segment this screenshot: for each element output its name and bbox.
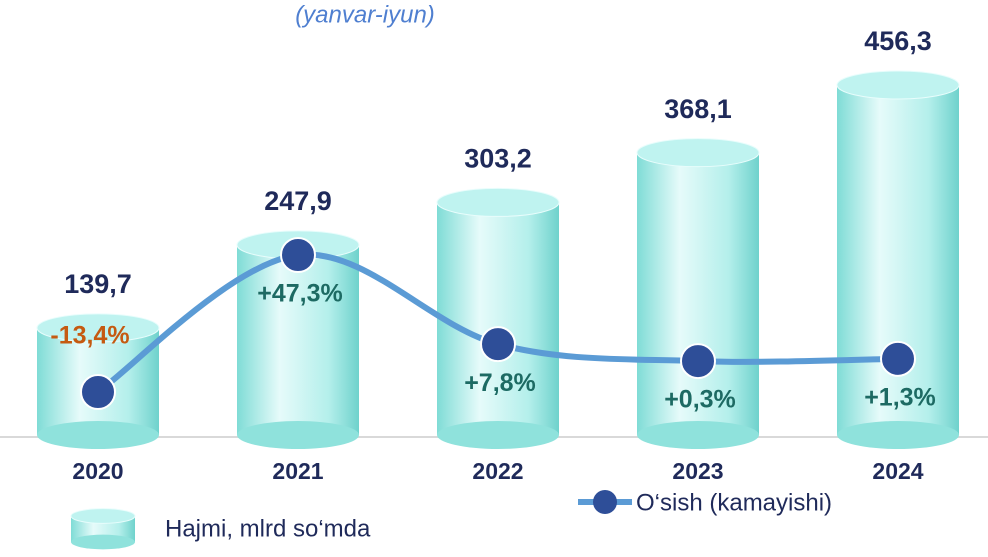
cylinder-top	[836, 70, 960, 100]
cylinder-bottom	[237, 421, 359, 449]
bar-value-label: 139,7	[64, 269, 132, 299]
cylinder-bottom	[37, 421, 159, 449]
x-tick-label: 2020	[72, 458, 123, 484]
growth-label: +47,3%	[257, 280, 343, 308]
bar-value-label: 456,3	[864, 26, 932, 56]
legend-label: Hajmi, mlrd so‘mda	[165, 515, 371, 542]
bar-value-label: 247,9	[264, 186, 332, 216]
growth-marker	[880, 340, 916, 377]
cylinder-top	[70, 508, 136, 524]
x-tick-label: 2022	[472, 458, 523, 484]
bar-value-label: 368,1	[664, 94, 732, 124]
legend-marker	[593, 490, 617, 514]
growth-label: +1,3%	[864, 383, 936, 411]
growth-marker	[680, 343, 716, 380]
growth-label: +0,3%	[664, 386, 736, 414]
legend-label: O‘sish (kamayishi)	[636, 489, 832, 516]
cylinder-top	[436, 187, 560, 217]
cylinder-bottom	[437, 421, 559, 449]
bar-value-label: 303,2	[464, 144, 532, 174]
x-tick-label: 2023	[672, 458, 723, 484]
x-tick-label: 2024	[872, 458, 923, 484]
growth-marker	[280, 237, 316, 273]
cylinder-top	[636, 138, 760, 168]
growth-label: +7,8%	[464, 369, 536, 397]
chart-subtitle: (yanvar-iyun)	[295, 1, 435, 28]
growth-marker	[480, 326, 516, 363]
cylinder-top	[36, 313, 160, 343]
bar	[637, 152, 759, 435]
growth-marker	[80, 374, 116, 410]
x-tick-label: 2021	[272, 458, 323, 484]
cylinder-bottom	[637, 421, 759, 449]
bar	[237, 244, 359, 435]
cylinder-bottom	[71, 534, 135, 550]
cylinder-bottom	[837, 421, 959, 449]
bar	[437, 202, 559, 435]
growth-label: -13,4%	[50, 322, 129, 350]
